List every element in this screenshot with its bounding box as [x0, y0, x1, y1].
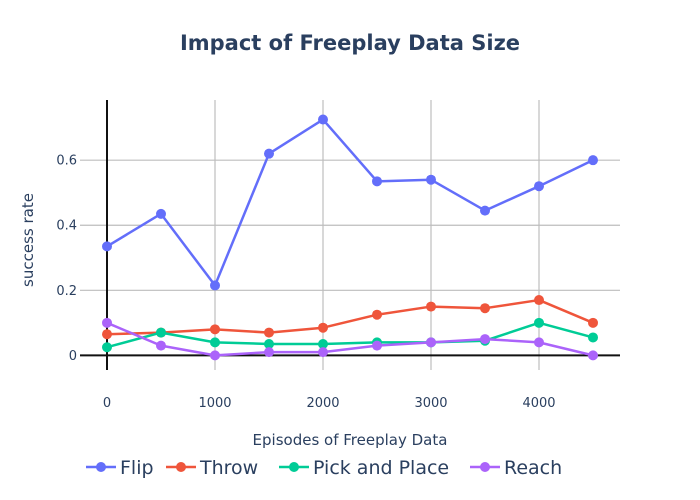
- data-point-pick-and-place[interactable]: [264, 338, 274, 349]
- data-point-pick-and-place[interactable]: [102, 342, 112, 353]
- series-throw: [102, 295, 598, 340]
- data-point-throw[interactable]: [318, 322, 328, 333]
- series-reach: [102, 317, 598, 361]
- data-point-reach[interactable]: [426, 337, 436, 348]
- data-point-pick-and-place[interactable]: [588, 332, 598, 343]
- x-tick-label: 4000: [522, 396, 555, 411]
- data-point-throw[interactable]: [210, 324, 220, 335]
- x-tick-label: 0: [103, 396, 111, 411]
- data-point-pick-and-place[interactable]: [534, 317, 544, 328]
- legend-item-throw[interactable]: Throw: [166, 457, 258, 479]
- data-point-flip[interactable]: [264, 148, 274, 159]
- y-tick-label: 0.2: [56, 284, 77, 299]
- data-point-reach[interactable]: [102, 317, 112, 328]
- data-point-reach[interactable]: [156, 340, 166, 351]
- x-tick-label: 2000: [306, 396, 339, 411]
- legend-label: Flip: [120, 457, 154, 479]
- data-point-throw[interactable]: [588, 317, 598, 328]
- series-line-pick-and-place: [106, 321, 594, 349]
- x-tick-label: 3000: [414, 396, 447, 411]
- data-point-reach[interactable]: [210, 350, 220, 361]
- data-point-flip[interactable]: [588, 155, 598, 166]
- data-point-flip[interactable]: [102, 241, 112, 252]
- data-point-pick-and-place[interactable]: [318, 338, 328, 349]
- y-axis-label: success rate: [19, 193, 37, 287]
- data-point-flip[interactable]: [480, 205, 490, 216]
- series-line-reach: [106, 321, 594, 357]
- series-line-flip: [106, 118, 594, 287]
- legend-item-flip[interactable]: Flip: [86, 457, 154, 479]
- y-tick-label: 0: [69, 349, 77, 364]
- data-point-flip[interactable]: [318, 114, 328, 125]
- data-point-pick-and-place[interactable]: [210, 337, 220, 348]
- x-tick-label: 1000: [198, 396, 231, 411]
- data-point-flip[interactable]: [426, 174, 436, 185]
- data-point-throw[interactable]: [264, 327, 274, 338]
- legend[interactable]: Flip Throw Pick and Place Reach: [86, 457, 562, 479]
- data-point-reach[interactable]: [264, 347, 274, 358]
- data-point-flip[interactable]: [534, 181, 544, 192]
- data-point-flip[interactable]: [372, 176, 382, 187]
- legend-swatch-marker: [289, 462, 299, 472]
- data-point-reach[interactable]: [318, 347, 328, 358]
- data-point-throw[interactable]: [372, 309, 382, 320]
- legend-item-pick-and-place[interactable]: Pick and Place: [279, 457, 449, 479]
- data-point-flip[interactable]: [210, 280, 220, 291]
- data-point-throw[interactable]: [534, 295, 544, 306]
- legend-label: Pick and Place: [313, 457, 449, 479]
- series-line-throw: [106, 298, 594, 336]
- data-point-reach[interactable]: [534, 337, 544, 348]
- data-point-reach[interactable]: [588, 350, 598, 361]
- legend-item-reach[interactable]: Reach: [470, 457, 562, 479]
- series-group: [102, 114, 598, 361]
- y-tick-label: 0.4: [56, 219, 77, 234]
- x-axis-label: Episodes of Freeplay Data: [253, 431, 448, 449]
- y-tick-label: 0.6: [56, 154, 77, 169]
- series-flip: [102, 114, 598, 291]
- data-point-pick-and-place[interactable]: [156, 327, 166, 338]
- legend-swatch-marker: [176, 462, 186, 472]
- legend-label: Throw: [199, 457, 258, 479]
- data-point-throw[interactable]: [102, 329, 112, 340]
- data-point-reach[interactable]: [480, 334, 490, 345]
- series-pick-and-place: [102, 317, 598, 353]
- legend-swatch-marker: [96, 462, 106, 472]
- chart-title: Impact of Freeplay Data Size: [180, 31, 520, 55]
- data-point-throw[interactable]: [426, 301, 436, 312]
- data-point-reach[interactable]: [372, 340, 382, 351]
- data-point-flip[interactable]: [156, 208, 166, 219]
- legend-label: Reach: [504, 457, 562, 479]
- data-point-throw[interactable]: [480, 303, 490, 314]
- legend-swatch-marker: [480, 462, 490, 472]
- tick-labels: 0 1000 2000 3000 4000 0 0.2 0.4 0.6: [56, 154, 555, 411]
